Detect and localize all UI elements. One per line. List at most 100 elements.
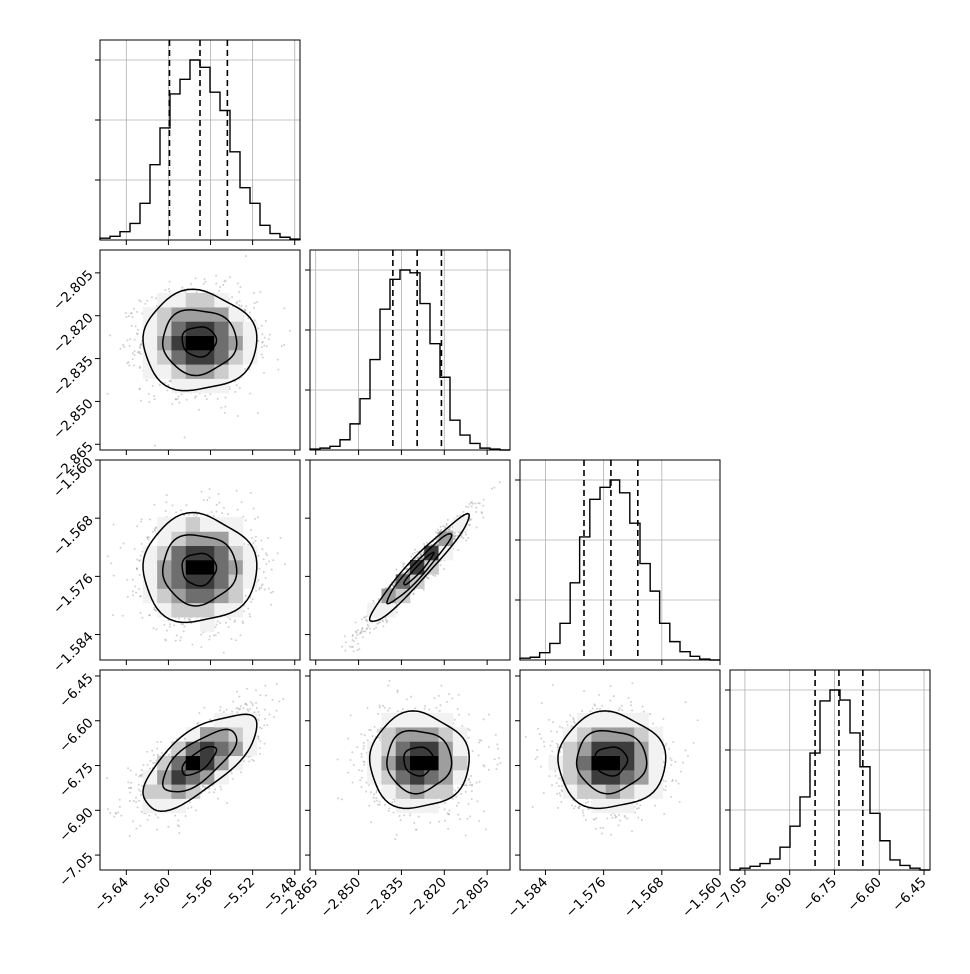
- sample-point: [225, 280, 227, 282]
- sample-point: [268, 560, 270, 562]
- sample-point: [127, 596, 129, 598]
- sample-point: [241, 501, 243, 503]
- sample-point: [193, 514, 195, 516]
- sample-point: [281, 345, 283, 347]
- sample-point: [259, 291, 261, 293]
- sample-point: [233, 621, 235, 623]
- sample-point: [437, 532, 439, 534]
- sample-point: [134, 350, 136, 352]
- sample-point: [166, 630, 168, 632]
- sample-point: [283, 307, 285, 309]
- density-cell: [381, 603, 396, 618]
- sample-point: [263, 345, 265, 347]
- sample-point: [378, 598, 380, 600]
- sample-point: [229, 618, 231, 620]
- sample-point: [204, 395, 206, 397]
- sample-point: [213, 634, 215, 636]
- sample-point: [247, 544, 249, 546]
- sample-point: [218, 632, 220, 634]
- sample-point: [175, 640, 177, 642]
- sample-point: [209, 635, 211, 637]
- density-cell: [200, 364, 215, 379]
- sample-point: [217, 398, 219, 400]
- sample-point: [140, 300, 142, 302]
- sample-point: [168, 384, 170, 386]
- sample-point: [123, 346, 125, 348]
- sample-point: [153, 627, 155, 629]
- sample-point: [113, 523, 115, 525]
- sample-point: [136, 568, 138, 570]
- density-cell: [171, 560, 186, 575]
- sample-point: [224, 412, 226, 414]
- density-blocks: [143, 293, 258, 393]
- sample-point: [440, 564, 442, 566]
- sample-point: [141, 543, 143, 545]
- sample-point: [120, 547, 122, 549]
- sample-point: [110, 562, 112, 564]
- sample-point: [272, 559, 274, 561]
- sample-point: [165, 510, 167, 512]
- sample-point: [173, 624, 175, 626]
- sample-point: [349, 646, 351, 648]
- sample-point: [148, 401, 150, 403]
- sample-point: [479, 503, 481, 505]
- density-cell: [157, 589, 172, 604]
- sample-point: [179, 639, 181, 641]
- sample-point: [220, 706, 222, 708]
- sample-point: [148, 536, 150, 538]
- sample-point: [361, 630, 363, 632]
- scatter-panel-1-2: −2.865−2.850−2.835−2.820−2.805: [50, 250, 300, 485]
- sample-point: [152, 385, 154, 387]
- sample-point: [468, 503, 470, 505]
- sample-point: [134, 548, 136, 550]
- sample-point: [176, 635, 178, 637]
- sample-point: [444, 526, 446, 528]
- sample-point: [423, 589, 425, 591]
- sample-point: [188, 617, 190, 619]
- sample-point: [172, 504, 174, 506]
- sample-point: [113, 575, 115, 577]
- sample-point: [472, 503, 474, 505]
- sample-point: [153, 504, 155, 506]
- sample-point: [146, 300, 148, 302]
- sample-point: [169, 626, 171, 628]
- density-cell: [171, 531, 186, 546]
- sample-point: [265, 552, 267, 554]
- sample-point: [372, 600, 374, 602]
- sample-point: [146, 537, 148, 539]
- density-cell: [186, 364, 201, 379]
- sample-point: [467, 506, 469, 508]
- sample-point: [175, 398, 177, 400]
- sample-point: [263, 558, 265, 560]
- sample-point: [125, 312, 127, 314]
- y-tick-label: −2.805: [50, 267, 97, 314]
- density-cell: [424, 560, 439, 575]
- sample-point: [131, 312, 133, 314]
- sample-point: [229, 276, 231, 278]
- sample-point: [140, 521, 142, 523]
- sample-point: [195, 809, 197, 811]
- sample-point: [140, 612, 142, 614]
- sample-point: [188, 514, 190, 516]
- sample-point: [257, 327, 259, 329]
- sample-point: [402, 566, 404, 568]
- sample-point: [181, 287, 183, 289]
- sample-point: [258, 589, 260, 591]
- sample-point: [367, 624, 369, 626]
- sample-point: [126, 339, 128, 341]
- y-tick-label: −1.568: [50, 513, 97, 560]
- sample-point: [345, 641, 347, 643]
- density-cell: [243, 560, 258, 575]
- sample-point: [249, 311, 251, 313]
- sample-point: [361, 618, 363, 620]
- sample-point: [215, 511, 217, 513]
- sample-point: [254, 302, 256, 304]
- sample-point: [249, 393, 251, 395]
- sample-point: [357, 643, 359, 645]
- density-cell: [214, 350, 229, 365]
- sample-point: [358, 648, 360, 650]
- sample-point: [262, 583, 264, 585]
- sample-point: [215, 275, 217, 277]
- sample-point: [403, 563, 405, 565]
- sample-point: [456, 515, 458, 517]
